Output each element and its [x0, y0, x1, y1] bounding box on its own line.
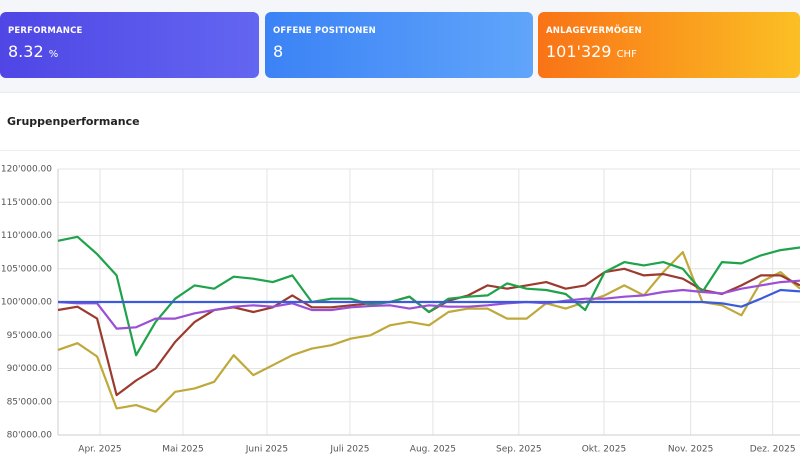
x-tick-label: Nov. 2025: [668, 445, 714, 455]
series-line: [57, 267, 800, 397]
y-tick-label: 120'000.00: [1, 165, 52, 175]
card-label: ANLAGEVERMÖGEN: [546, 26, 642, 36]
x-tick-label: Sep. 2025: [496, 445, 542, 455]
series-line: [57, 235, 800, 357]
card-value: 101'329 CHF: [546, 42, 792, 61]
card: OFFENE POSITIONEN 8: [265, 12, 533, 78]
series-line: [57, 279, 800, 330]
card-value: 8.32 %: [8, 42, 251, 61]
value: 8: [273, 42, 284, 61]
series-line: [57, 251, 800, 413]
chart-title: Gruppenperformance: [7, 115, 140, 128]
y-tick-label: 85'000.00: [7, 397, 53, 407]
card-label: PERFORMANCE: [8, 26, 83, 36]
unit: CHF: [616, 49, 637, 60]
divider: [0, 150, 800, 151]
y-tick-label: 105'000.00: [1, 264, 52, 274]
x-tick-label: Dez. 2025: [750, 445, 796, 455]
x-tick-label: Okt. 2025: [582, 445, 626, 455]
x-tick-label: Mai 2025: [162, 445, 204, 455]
x-tick-label: Juni 2025: [245, 445, 288, 455]
y-tick-label: 100'000.00: [1, 298, 52, 308]
y-tick-label: 95'000.00: [7, 331, 53, 341]
y-tick-label: 90'000.00: [7, 364, 53, 374]
y-tick-label: 110'000.00: [1, 231, 52, 241]
unit: %: [48, 49, 59, 60]
card-label: OFFENE POSITIONEN: [273, 26, 376, 36]
y-tick-label: 115'000.00: [1, 198, 52, 208]
x-tick-label: Juli 2025: [329, 445, 369, 455]
card: PERFORMANCE 8.32 %: [0, 12, 259, 78]
x-tick-label: Aug. 2025: [410, 445, 456, 455]
card-value: 8: [273, 42, 525, 61]
x-tick-label: Apr. 2025: [78, 445, 121, 455]
value: 8.32: [8, 42, 44, 61]
y-tick-label: 80'000.00: [7, 431, 53, 441]
card: ANLAGEVERMÖGEN 101'329 CHF: [538, 12, 800, 78]
value: 101'329: [546, 42, 612, 61]
series-line: [58, 288, 800, 308]
